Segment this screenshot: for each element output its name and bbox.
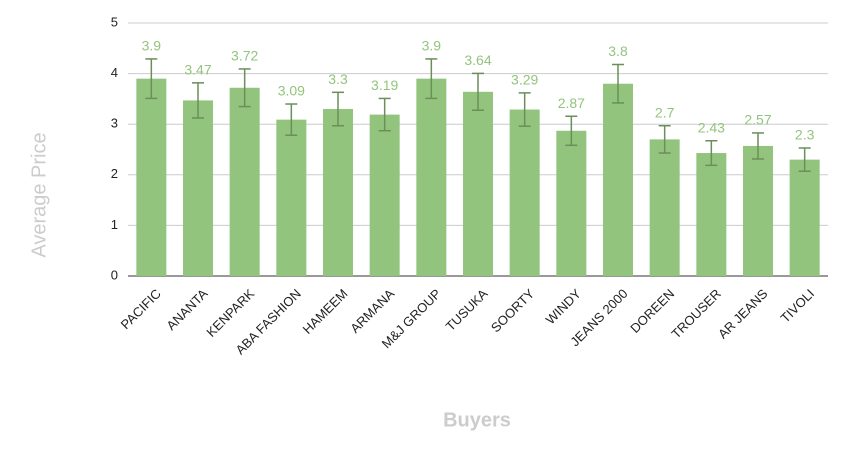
y-tick-label: 3 — [111, 116, 118, 131]
value-label: 3.72 — [231, 48, 258, 64]
value-label: 3.19 — [371, 77, 398, 93]
x-tick-label: TIVOLI — [777, 286, 817, 326]
value-label: 3.47 — [184, 62, 211, 78]
value-label: 3.64 — [464, 52, 491, 68]
x-tick-label: TROUSER — [668, 286, 724, 342]
y-tick-label: 5 — [111, 14, 118, 29]
value-label: 3.8 — [608, 43, 628, 59]
bar — [603, 83, 633, 276]
x-tick-label: HAMEEM — [300, 286, 351, 337]
bar — [789, 159, 820, 276]
x-tick-label: AR JEANS — [715, 286, 771, 342]
bar — [509, 109, 540, 276]
y-tick-label: 1 — [111, 217, 118, 232]
bar — [183, 100, 213, 276]
value-label: 3.09 — [278, 83, 305, 99]
value-label: 3.29 — [511, 72, 538, 88]
value-label: 2.87 — [558, 95, 585, 111]
x-tick-label: TUSUKA — [443, 286, 491, 334]
bar — [463, 91, 493, 276]
bar — [416, 78, 447, 276]
x-tick-label: PACIFIC — [118, 286, 164, 332]
y-tick-label: 2 — [111, 166, 118, 181]
x-tick-label: ANANTA — [163, 286, 210, 333]
x-tick-label: WINDY — [543, 286, 584, 327]
value-label: 2.7 — [655, 104, 675, 120]
bar — [649, 139, 680, 276]
y-tick-label: 4 — [111, 65, 118, 80]
bar — [743, 145, 773, 276]
x-tick-label: SOORTY — [488, 286, 537, 335]
bar — [556, 130, 587, 276]
y-tick-label: 0 — [111, 267, 118, 282]
value-label: 3.9 — [142, 38, 162, 54]
value-label: 3.9 — [422, 38, 442, 54]
bar — [229, 87, 260, 276]
value-label: 2.3 — [795, 127, 815, 143]
x-axis-title: Buyers — [443, 409, 511, 431]
bar — [276, 119, 307, 277]
y-axis-title: Average Price — [28, 132, 50, 257]
bar — [696, 153, 727, 276]
bar — [323, 109, 353, 277]
value-label: 2.43 — [698, 119, 725, 135]
value-label: 2.57 — [744, 112, 771, 128]
bar — [369, 114, 400, 276]
bar — [136, 78, 167, 276]
value-label: 3.3 — [328, 71, 348, 87]
